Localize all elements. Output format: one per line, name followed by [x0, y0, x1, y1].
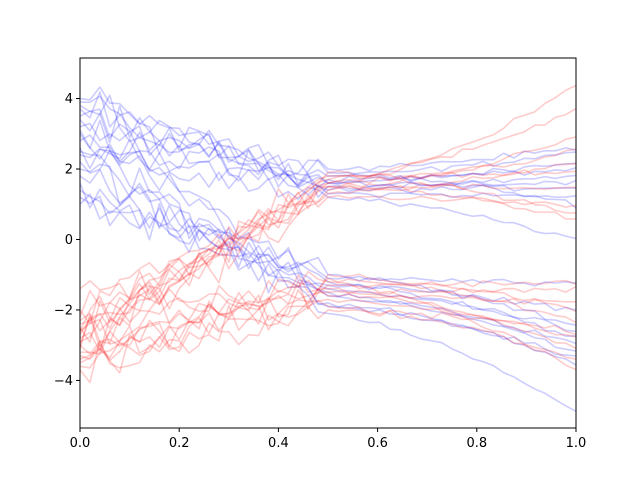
series-line: [80, 104, 576, 357]
series-line: [80, 84, 576, 325]
series-line: [80, 170, 576, 349]
series-line: [80, 169, 576, 336]
series-line: [80, 86, 576, 188]
series-line: [80, 193, 576, 287]
series-line: [80, 149, 576, 337]
series-line: [80, 138, 576, 240]
series-line: [80, 131, 576, 209]
series-line: [80, 105, 576, 194]
series-line: [80, 183, 576, 352]
series-line: [80, 299, 576, 384]
series-layer: [80, 84, 576, 412]
series-line: [80, 119, 576, 199]
series-line: [80, 95, 576, 177]
series-line: [80, 91, 576, 198]
series-line: [80, 129, 576, 333]
series-line: [80, 150, 576, 412]
series-line: [80, 136, 576, 325]
series-line: [80, 273, 576, 355]
x-tick-label: 0.4: [268, 436, 289, 451]
series-line: [80, 270, 576, 371]
y-tick-label: 4: [65, 92, 73, 107]
series-line: [80, 189, 576, 312]
x-tick-label: 1.0: [566, 436, 587, 451]
series-line: [80, 122, 576, 186]
series-line: [80, 168, 576, 326]
x-tick-label: 0.6: [367, 436, 388, 451]
series-line: [80, 194, 576, 343]
y-tick-label: 0: [65, 233, 73, 248]
x-tick-label: 0.2: [169, 436, 190, 451]
series-line: [80, 298, 576, 374]
series-line: [80, 180, 576, 349]
series-line: [80, 288, 576, 362]
y-tick-label: 2: [65, 163, 73, 178]
y-tick-label: −4: [54, 374, 73, 389]
series-line: [80, 195, 576, 345]
series-line: [80, 280, 576, 345]
x-tick-label: 0.0: [70, 436, 91, 451]
series-line: [80, 107, 576, 318]
series-line: [80, 94, 576, 189]
series-line: [80, 280, 576, 336]
y-axis: −4 −2 0 2 4: [54, 92, 80, 389]
series-line: [80, 148, 576, 344]
series-line: [80, 279, 576, 355]
x-tick-label: 0.8: [466, 436, 487, 451]
x-axis: 0.0 0.2 0.4 0.6 0.8 1.0: [70, 428, 587, 451]
series-line: [80, 162, 576, 332]
series-line: [80, 182, 576, 366]
series-line: [80, 147, 576, 188]
series-line: [80, 163, 576, 352]
series-line: [80, 274, 576, 361]
series-line: [80, 287, 576, 369]
y-tick-label: −2: [54, 303, 73, 318]
plot-frame: [79, 57, 577, 429]
